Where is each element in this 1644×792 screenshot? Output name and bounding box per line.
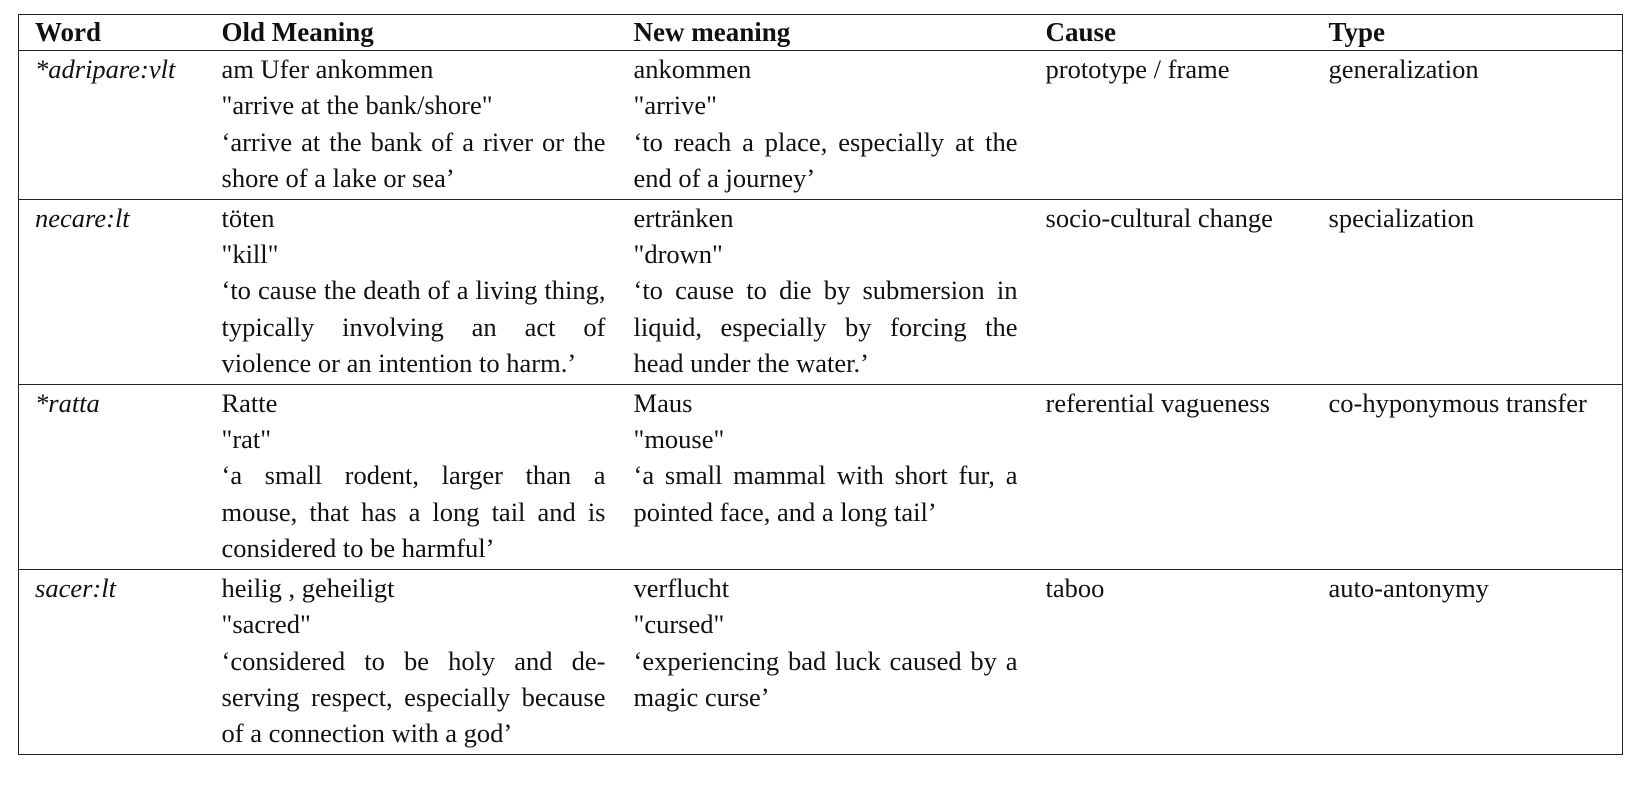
cause-cell: socio-cultural change bbox=[1029, 199, 1313, 385]
word-cell: *ratta bbox=[18, 384, 206, 570]
old-meaning-german: heilig , geheiligt bbox=[221, 572, 395, 603]
old-meaning-cell: heilig , geheiligt "sacred" ‘considered … bbox=[206, 569, 618, 754]
new-meaning-english: "cursed" bbox=[633, 609, 725, 640]
old-meaning-english: "rat" bbox=[221, 424, 272, 455]
new-meaning-cell: ankommen "arrive" ‘to reach a place, esp… bbox=[617, 50, 1030, 200]
table-header-row: Word Old Meaning New meaning Cause Type bbox=[18, 14, 1623, 51]
semantic-change-table: Word Old Meaning New meaning Cause Type … bbox=[18, 14, 1623, 755]
new-meaning-german: ankommen bbox=[633, 54, 752, 84]
header-type: Type bbox=[1312, 14, 1623, 51]
type-cell: generalization bbox=[1312, 50, 1623, 200]
header-new-meaning: New meaning bbox=[617, 14, 1030, 51]
new-meaning-english: "drown" bbox=[633, 239, 723, 270]
old-meaning-german: töten bbox=[221, 202, 275, 233]
old-meaning-english: "sacred" bbox=[221, 609, 311, 640]
new-meaning-german: ertränken bbox=[633, 202, 734, 233]
old-meaning-definition: ‘arrive at the bank of a river or the sh… bbox=[221, 126, 606, 194]
old-meaning-cell: Ratte "rat" ‘a small rodent, larger than… bbox=[205, 384, 618, 570]
old-meaning-definition: ‘a small rodent, larger than a mouse, th… bbox=[221, 460, 606, 564]
new-meaning-cell: ertränken "drown" ‘to cause to die by su… bbox=[617, 199, 1030, 385]
old-meaning-german: Ratte bbox=[221, 387, 278, 418]
table-row: sacer:lt heilig , geheiligt "sacred" ‘co… bbox=[19, 569, 1623, 754]
old-meaning-english: "arrive at the bank/shore" bbox=[221, 90, 493, 121]
type-cell: co-hyponymous transfer bbox=[1312, 384, 1623, 570]
old-meaning-german: am Ufer ankommen bbox=[221, 54, 434, 84]
header-word: Word bbox=[18, 14, 206, 51]
new-meaning-cell: verflucht "cursed" ‘experiencing bad luc… bbox=[618, 569, 1030, 754]
word-cell: necare:lt bbox=[18, 199, 206, 385]
new-meaning-english: "arrive" bbox=[633, 90, 717, 121]
old-meaning-english: "kill" bbox=[221, 239, 279, 270]
new-meaning-definition: ‘to reach a place, especially at the end… bbox=[633, 126, 1018, 194]
new-meaning-german: verflucht bbox=[633, 572, 730, 603]
new-meaning-definition: ‘experiencing bad luck caused by a magic… bbox=[633, 645, 1018, 712]
table-row: necare:lt töten "kill" ‘to cause the dea… bbox=[18, 199, 1623, 385]
cause-cell: taboo bbox=[1045, 572, 1105, 603]
new-meaning-english: "mouse" bbox=[633, 424, 725, 455]
table-row: *ratta Ratte "rat" ‘a small rodent, larg… bbox=[18, 384, 1623, 570]
semantic-change-table-container: Word Old Meaning New meaning Cause Type … bbox=[18, 14, 1623, 755]
word-cell: sacer:lt bbox=[35, 572, 116, 603]
old-meaning-cell: töten "kill" ‘to cause the death of a li… bbox=[205, 199, 618, 385]
new-meaning-cell: Maus "mouse" ‘a small mammal with short … bbox=[617, 384, 1030, 570]
header-cause: Cause bbox=[1029, 14, 1313, 51]
header-old-meaning: Old Meaning bbox=[205, 14, 618, 51]
old-meaning-cell: am Ufer ankommen "arrive at the bank/sho… bbox=[205, 50, 618, 200]
new-meaning-german: Maus bbox=[633, 387, 693, 418]
cause-cell: referential vagueness bbox=[1029, 384, 1313, 570]
old-meaning-definition: ‘to cause the death of a living thing, t… bbox=[221, 275, 606, 379]
type-cell: auto-antonymy bbox=[1328, 572, 1489, 603]
old-meaning-definition: ‘considered to be holy and de­serving re… bbox=[221, 645, 606, 749]
new-meaning-definition: ‘a small mammal with short fur, a pointe… bbox=[633, 460, 1018, 527]
type-cell: specialization bbox=[1312, 199, 1623, 385]
word-cell: *adripare:vlt bbox=[18, 50, 206, 200]
new-meaning-definition: ‘to cause to die by submersion in liquid… bbox=[633, 275, 1018, 379]
cause-cell: prototype / frame bbox=[1029, 50, 1313, 200]
table-row: *adripare:vlt am Ufer ankommen "arrive a… bbox=[18, 50, 1623, 200]
